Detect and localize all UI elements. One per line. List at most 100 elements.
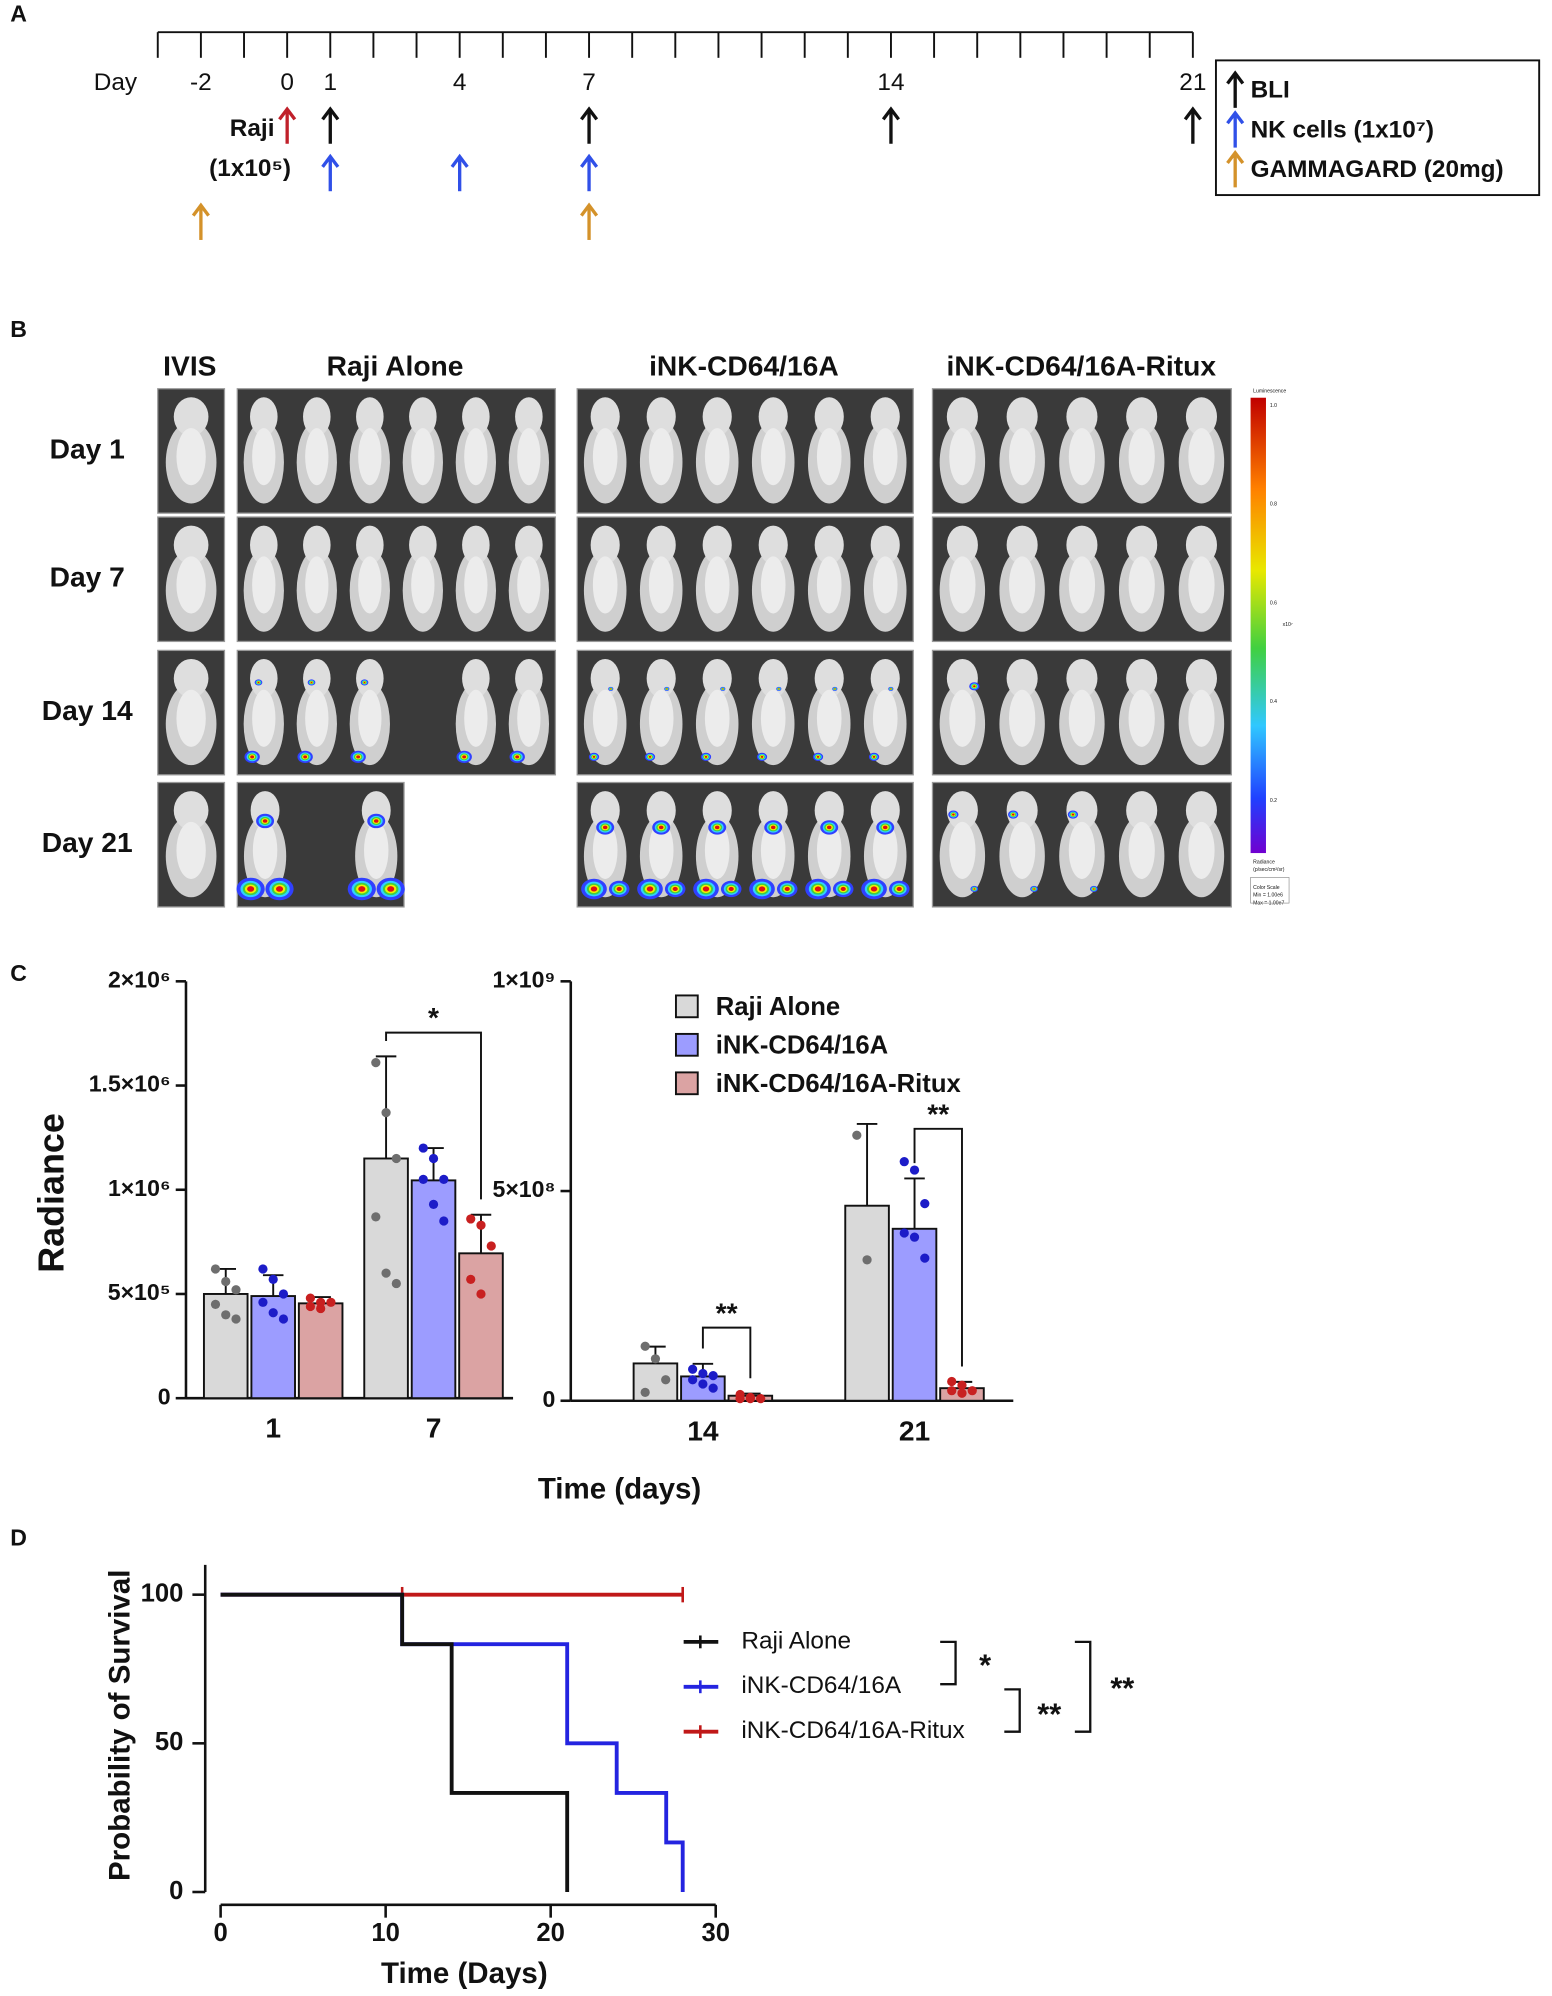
colorbar-footer: (p/sec/cm²/sr)	[1253, 867, 1285, 873]
mouse-highlight	[1128, 428, 1155, 486]
mouse-head	[1006, 397, 1038, 437]
mouse-highlight	[517, 556, 541, 614]
event-arrow	[580, 202, 599, 240]
bar	[632, 1362, 679, 1402]
signal-spot	[515, 755, 520, 759]
mouse-highlight	[1068, 556, 1096, 614]
mouse-head	[1126, 658, 1158, 698]
event-arrow	[881, 106, 900, 144]
legend-swatch	[674, 1032, 699, 1057]
legend-arrow	[1226, 70, 1245, 108]
mouse-highlight	[816, 556, 842, 614]
column-header: iNK-CD64/16A	[649, 350, 839, 382]
arrow-head	[1226, 149, 1245, 164]
bar	[202, 1293, 249, 1400]
mouse-highlight	[704, 428, 730, 486]
event-arrow	[580, 106, 599, 144]
data-point	[688, 1364, 698, 1374]
arrow-head	[881, 106, 900, 121]
image-panel	[236, 516, 557, 643]
data-point	[278, 1314, 289, 1324]
signal-spot	[1092, 888, 1095, 890]
mouse-head	[702, 397, 732, 437]
signal-spot	[610, 688, 612, 690]
colorbar-label: 0.8	[1270, 502, 1277, 508]
mouse-head	[515, 658, 543, 698]
day-tick-label: -2	[190, 69, 212, 96]
raji-note: (1x10⁵)	[209, 155, 291, 182]
data-point	[391, 1278, 401, 1289]
significance-label: *	[428, 1001, 439, 1033]
signal-spot	[602, 825, 608, 830]
mouse-highlight	[252, 428, 276, 486]
signal-spot	[758, 886, 766, 892]
image-panel	[576, 388, 914, 514]
data-point	[852, 1130, 862, 1140]
mouse-highlight	[1008, 689, 1036, 747]
image-panel	[576, 649, 914, 776]
row-label: Day 21	[42, 826, 133, 858]
mouse-highlight	[176, 689, 206, 747]
mouse-head	[515, 525, 543, 565]
mouse-highlight	[305, 556, 329, 614]
row-label: Day 1	[50, 432, 125, 464]
significance-bracket	[701, 1326, 752, 1379]
legend-label: iNK-CD64/16A	[741, 1672, 902, 1699]
mouse-head	[356, 658, 384, 698]
mouse-head	[814, 525, 844, 565]
mouse-highlight	[816, 689, 842, 747]
mouse-head	[646, 397, 676, 437]
arrow-head	[580, 153, 599, 168]
signal-spot	[704, 755, 708, 758]
mouse-highlight	[872, 821, 898, 879]
data-point	[231, 1285, 241, 1295]
data-point	[210, 1299, 221, 1310]
signal-spot	[816, 755, 820, 758]
arrow-head	[580, 106, 599, 121]
panel-label: B	[10, 316, 27, 342]
mouse-highlight	[305, 428, 329, 486]
mouse-highlight	[816, 428, 842, 486]
error-bar	[375, 1055, 397, 1159]
signal-spot	[356, 755, 361, 759]
event-arrow	[321, 153, 340, 192]
mouse-highlight	[592, 556, 618, 614]
mouse-highlight	[358, 428, 382, 486]
legend-label: NK cells (1x10⁷)	[1251, 116, 1434, 143]
row-label: Day 14	[42, 694, 133, 726]
mouse-head	[303, 397, 331, 437]
survival-curve	[220, 1592, 570, 1893]
mouse-head	[1066, 525, 1098, 565]
signal-spot	[250, 755, 255, 759]
mouse-highlight	[592, 428, 618, 486]
significance-label: *	[979, 1648, 991, 1683]
data-point	[755, 1394, 766, 1404]
data-point	[708, 1383, 718, 1393]
mouse-head	[946, 397, 978, 437]
colorbar	[1250, 397, 1266, 854]
mouse-highlight	[704, 689, 730, 747]
mouse-highlight	[704, 556, 730, 614]
mouse-highlight	[949, 821, 976, 879]
day-tick-label: 14	[877, 69, 904, 96]
mouse-highlight	[1068, 428, 1096, 486]
column-header: Raji Alone	[327, 350, 464, 382]
data-point	[278, 1289, 289, 1299]
y-tick-label: 50	[155, 1728, 184, 1756]
signal-spot	[1011, 813, 1015, 816]
x-tick-label: 20	[536, 1919, 565, 1947]
legend-swatch	[674, 1071, 699, 1096]
signal-spot	[358, 886, 366, 892]
day-tick-label: 21	[1179, 69, 1206, 96]
y-tick-label: 100	[141, 1579, 184, 1607]
significance-label: **	[716, 1296, 738, 1328]
mouse-head	[1006, 525, 1038, 565]
signal-spot	[872, 755, 876, 758]
data-point	[381, 1108, 391, 1118]
signal-spot	[672, 886, 678, 892]
signal-spot	[784, 886, 790, 892]
colorbar-title: Luminescence	[1253, 389, 1286, 395]
signal-spot	[714, 825, 720, 830]
data-point	[418, 1143, 428, 1153]
row-label: Day 7	[50, 561, 125, 593]
